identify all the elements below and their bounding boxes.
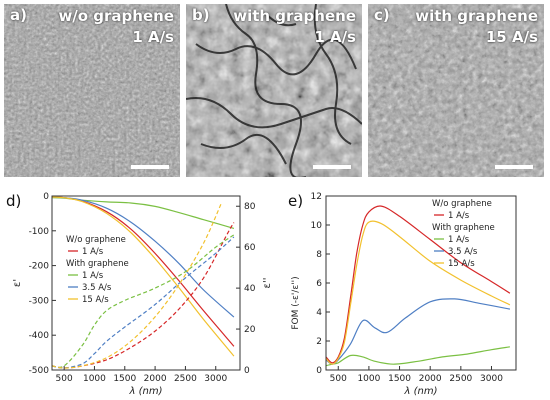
panel-letter-d: d) xyxy=(6,192,21,210)
panel-b-line2: 1 A/s xyxy=(314,28,356,46)
panel-letter-a: a) xyxy=(10,6,27,24)
y-axis-label-left-d: ε' xyxy=(12,279,23,287)
y-tick-label-left-d: -500 xyxy=(29,366,50,376)
x-axis-label-e: λ (nm) xyxy=(404,386,438,397)
x-tick-label-d: 2000 xyxy=(144,374,167,384)
x-axis-label-d: λ (nm) xyxy=(129,386,163,397)
fom-series-line-3 xyxy=(325,220,511,365)
y-tick-label-e: 10 xyxy=(311,221,323,231)
y-tick-label-e: 8 xyxy=(316,250,322,260)
x-tick-label-e: 1000 xyxy=(357,374,380,384)
e-legend-group2: With graphene xyxy=(432,223,495,233)
y-tick-label-right-d: 60 xyxy=(244,243,256,253)
d-legend-item: 15 A/s xyxy=(82,295,109,305)
x-tick-label-e: 3000 xyxy=(480,374,503,384)
sem-panel-a: a) w/o graphene 1 A/s xyxy=(4,4,180,177)
d-legend-group1: W/o graphene xyxy=(66,235,126,245)
series-line-eps_real-1 xyxy=(51,197,235,229)
x-tick-label-e: 500 xyxy=(330,374,347,384)
d-legend-group2: With graphene xyxy=(66,259,129,269)
y-tick-label-left-d: 0 xyxy=(43,192,49,202)
sem-image-a xyxy=(4,4,180,177)
y-tick-label-left-d: -100 xyxy=(29,227,50,237)
fom-series-line-0 xyxy=(325,205,511,364)
y-tick-label-right-d: 40 xyxy=(244,284,256,294)
series-line-eps_real-2 xyxy=(51,196,235,318)
panel-b-line1: with graphene xyxy=(233,7,356,25)
panel-letter-e: e) xyxy=(288,192,303,210)
scale-bar-c xyxy=(495,165,533,169)
e-legend-group1: W/o graphene xyxy=(432,199,492,209)
x-tick-label-d: 1000 xyxy=(83,374,106,384)
series-line-eps_real-3 xyxy=(51,196,235,357)
fom-series-line-2 xyxy=(325,298,511,365)
y-tick-label-e: 12 xyxy=(311,192,322,202)
y-tick-label-right-d: 80 xyxy=(244,202,256,212)
panel-letter-b: b) xyxy=(192,6,210,24)
y-tick-label-left-d: -300 xyxy=(29,296,50,306)
d-legend-item: 3.5 A/s xyxy=(82,283,112,293)
sem-panel-c: c) with graphene 15 A/s xyxy=(368,4,544,177)
panel-a-line2: 1 A/s xyxy=(132,28,174,46)
y-axis-label-right-d: ε'' xyxy=(262,278,273,289)
chart-d: d) 500 1000 1500 2000 2500 3000 0 -100 -200 -300 -4… xyxy=(6,192,273,397)
y-tick-label-right-d: 20 xyxy=(244,325,256,335)
sem-image-b xyxy=(186,4,362,177)
x-tick-label-e: 2000 xyxy=(419,374,442,384)
panel-c-line2: 15 A/s xyxy=(485,28,538,46)
x-tick-label-d: 1500 xyxy=(113,374,136,384)
sem-panel-b: b) with graphene 1 A/s xyxy=(186,4,362,177)
x-tick-label-d: 500 xyxy=(56,374,73,384)
y-tick-label-left-d: -200 xyxy=(29,262,50,272)
series-line-eps_imag-5 xyxy=(51,234,235,368)
e-legend-item: 1 A/s xyxy=(448,211,470,221)
series-line-eps_imag-7 xyxy=(51,201,223,369)
scale-bar-a xyxy=(131,165,169,169)
d-legend-item: 1 A/s xyxy=(82,271,104,281)
d-legend-item: 1 A/s xyxy=(82,247,104,257)
panel-a-line1: w/o graphene xyxy=(58,7,174,25)
x-tick-label-e: 1500 xyxy=(388,374,411,384)
x-tick-label-d: 3000 xyxy=(204,374,227,384)
y-tick-label-e: 4 xyxy=(316,308,322,318)
x-tick-label-d: 2500 xyxy=(174,374,197,384)
y-tick-label-e: 2 xyxy=(316,337,322,347)
y-tick-label-left-d: -400 xyxy=(29,331,50,341)
y-tick-label-e: 0 xyxy=(316,366,322,376)
e-legend-item: 15 A/s xyxy=(448,259,475,269)
panel-letter-c: c) xyxy=(374,6,390,24)
x-tick-label-e: 2500 xyxy=(449,374,472,384)
y-tick-label-e: 6 xyxy=(316,279,322,289)
e-legend-item: 3.5 A/s xyxy=(448,247,478,257)
y-axis-label-e: FOM (-ε'/ε'') xyxy=(291,276,301,329)
scale-bar-b xyxy=(313,165,351,169)
fom-series-line-1 xyxy=(325,346,510,367)
chart-e: e) 500 1000 1500 2000 2500 3000 0 2 4 6 8 10 12 λ (nm)… xyxy=(288,192,517,397)
series-line-eps_imag-6 xyxy=(51,236,235,369)
sem-image-c xyxy=(368,4,544,177)
plot-frame-d xyxy=(51,195,241,371)
panel-c-line1: with graphene xyxy=(415,7,538,25)
e-legend-item: 1 A/s xyxy=(448,235,470,245)
y-tick-label-right-d: 0 xyxy=(244,366,250,376)
